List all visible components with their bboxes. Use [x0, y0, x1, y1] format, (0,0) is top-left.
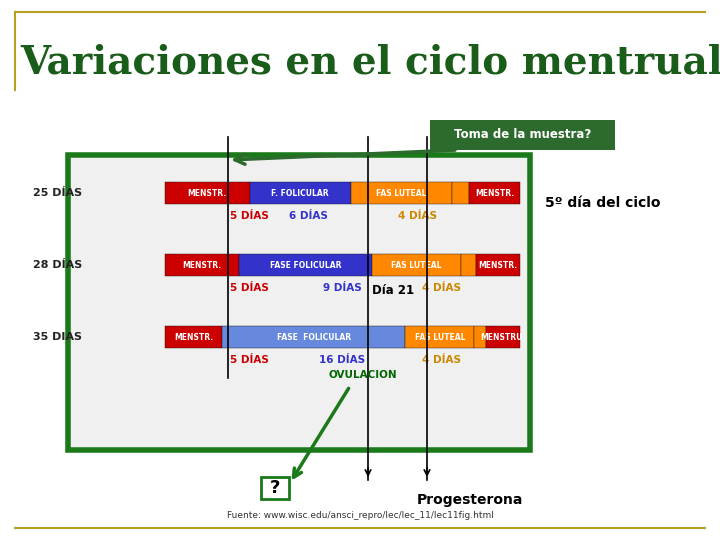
Bar: [474, 326, 486, 348]
Text: Día 21: Día 21: [372, 284, 414, 297]
Text: 4 DÍAS: 4 DÍAS: [423, 283, 462, 293]
Text: Variaciones en el ciclo mentrual: Variaciones en el ciclo mentrual: [20, 44, 720, 82]
Bar: [372, 254, 461, 276]
Text: 5 DÍAS: 5 DÍAS: [230, 211, 269, 221]
Bar: [461, 254, 476, 276]
Text: Progesterona: Progesterona: [417, 493, 523, 507]
Text: MENSTR.: MENSTR.: [174, 333, 213, 341]
Bar: [452, 182, 469, 204]
Text: FASE FOLICULAR: FASE FOLICULAR: [270, 260, 341, 269]
Bar: [405, 326, 474, 348]
Bar: [165, 326, 222, 348]
Bar: [165, 182, 250, 204]
Text: 5 DÍAS: 5 DÍAS: [230, 355, 269, 365]
Text: Toma de la muestra?: Toma de la muestra?: [454, 129, 591, 141]
Bar: [68, 155, 530, 450]
Text: 25 DÍAS: 25 DÍAS: [33, 188, 82, 198]
Bar: [165, 254, 239, 276]
Text: 5 DÍAS: 5 DÍAS: [230, 283, 269, 293]
Bar: [239, 254, 372, 276]
Text: 9 DÍAS: 9 DÍAS: [323, 283, 362, 293]
Text: 4 DÍAS: 4 DÍAS: [423, 355, 462, 365]
Text: 35 DIAS: 35 DIAS: [33, 332, 82, 342]
Text: MENSTR.: MENSTR.: [188, 188, 227, 198]
Text: OVULACION: OVULACION: [329, 370, 397, 380]
Text: FAS LUTEAL: FAS LUTEAL: [415, 333, 465, 341]
Text: MENSTR.: MENSTR.: [478, 260, 518, 269]
Text: 16 DÍAS: 16 DÍAS: [320, 355, 366, 365]
Text: FASE  FOLICULAR: FASE FOLICULAR: [276, 333, 351, 341]
Text: Fuente: www.wisc.edu/ansci_repro/lec/lec_11/lec11fig.html: Fuente: www.wisc.edu/ansci_repro/lec/lec…: [227, 510, 493, 519]
Bar: [222, 326, 405, 348]
Text: 6 DÍAS: 6 DÍAS: [289, 211, 328, 221]
Bar: [476, 254, 520, 276]
Text: MENSTRU.: MENSTRU.: [480, 333, 526, 341]
Text: MENSTR.: MENSTR.: [182, 260, 222, 269]
Bar: [351, 182, 452, 204]
Text: MENSTR.: MENSTR.: [475, 188, 514, 198]
Text: 5º día del ciclo: 5º día del ciclo: [545, 196, 660, 210]
Text: ?: ?: [270, 479, 280, 497]
Text: F. FOLICULAR: F. FOLICULAR: [271, 188, 329, 198]
Text: 28 DÍAS: 28 DÍAS: [32, 260, 82, 270]
Bar: [430, 120, 615, 150]
Bar: [486, 326, 520, 348]
Text: FAS LUTEAL: FAS LUTEAL: [377, 188, 427, 198]
Text: FAS LUTEAL: FAS LUTEAL: [391, 260, 441, 269]
Text: 4 DÍAS: 4 DÍAS: [397, 211, 436, 221]
Bar: [250, 182, 351, 204]
Bar: [261, 477, 289, 499]
Bar: [469, 182, 520, 204]
